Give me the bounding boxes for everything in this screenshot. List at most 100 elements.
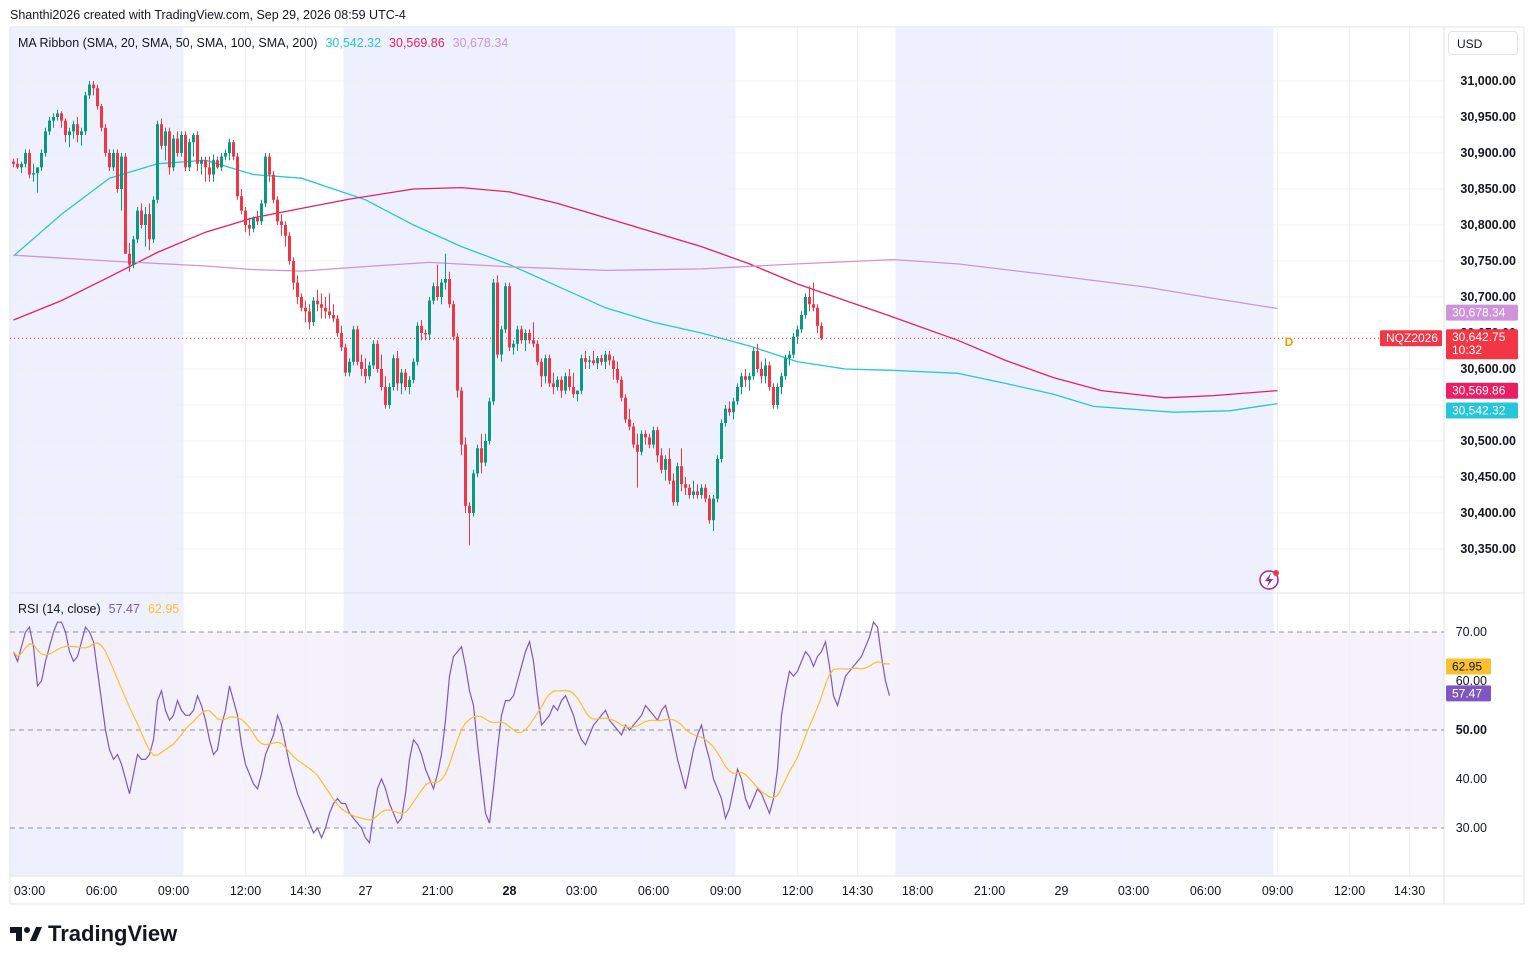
candle <box>408 376 411 395</box>
legend-value-sma200: 30,678.34 <box>453 36 509 50</box>
candle <box>208 156 211 182</box>
candle-body <box>432 286 435 301</box>
price-axis[interactable]: 31,000.00 30,950.00 30,900.00 30,850.00 30,8… <box>1460 74 1516 556</box>
candle <box>420 320 423 341</box>
candle <box>352 325 355 366</box>
candle-body <box>244 210 247 225</box>
candle-body <box>388 387 391 405</box>
candle <box>628 408 631 431</box>
svg-text:D: D <box>1285 335 1294 349</box>
candle <box>484 433 487 467</box>
candle-body <box>284 225 287 236</box>
candle <box>84 91 87 135</box>
time-tick-label: 03:00 <box>1118 884 1149 898</box>
candle-body <box>556 379 559 387</box>
time-tick-label: 03:00 <box>14 884 45 898</box>
candle-body <box>808 297 811 305</box>
lightning-icon[interactable] <box>1259 570 1279 590</box>
candle <box>428 297 431 341</box>
candle <box>144 207 147 247</box>
candle <box>604 351 607 369</box>
candle-body <box>728 408 731 413</box>
candle-body <box>152 199 155 240</box>
rsi-levels <box>10 631 1444 829</box>
candle-body <box>160 124 163 146</box>
rsi-ma-legend-value: 62.95 <box>148 602 179 616</box>
candle <box>508 282 511 351</box>
rsi-legend[interactable]: RSI (14, close) 57.47 62.95 <box>18 602 179 616</box>
candle-body <box>784 358 787 377</box>
candle-body <box>804 297 807 315</box>
candle <box>680 448 683 492</box>
ma-ribbon-legend[interactable]: MA Ribbon (SMA, 20, SMA, 50, SMA, 100, S… <box>18 36 508 50</box>
candle <box>696 484 699 499</box>
candle <box>500 325 503 362</box>
candle <box>564 372 567 395</box>
candle <box>288 232 291 265</box>
candle <box>252 216 255 233</box>
sma20-tag: 30,542.32 <box>1446 402 1518 419</box>
candle-body <box>472 473 475 513</box>
candle-body <box>344 347 347 373</box>
rsi-axis[interactable]: 70.00 60.00 50.00 40.00 30.00 <box>1456 625 1487 835</box>
candle <box>812 282 815 312</box>
time-tick-label: 06:00 <box>86 884 117 898</box>
candle <box>156 120 159 204</box>
candle <box>600 354 603 366</box>
candle-body <box>128 253 131 265</box>
candle-body <box>512 343 515 348</box>
legend-value-sma50: 30,569.86 <box>389 36 445 50</box>
candle-body <box>404 372 407 387</box>
candle-body <box>80 131 83 135</box>
candle-body <box>368 365 371 377</box>
candle-body <box>592 360 595 364</box>
candle-body <box>632 426 635 445</box>
candle-body <box>100 106 103 128</box>
candle <box>796 325 799 344</box>
candle-body <box>16 163 19 168</box>
candles <box>12 81 823 546</box>
candle <box>664 455 667 481</box>
candle <box>80 127 83 146</box>
candle-body <box>740 376 743 387</box>
candle <box>436 264 439 301</box>
candle <box>388 383 391 409</box>
candle-body <box>376 343 379 369</box>
candle <box>456 333 459 398</box>
candle-body <box>108 153 111 168</box>
candle <box>452 300 455 341</box>
time-tick-label: 06:00 <box>638 884 669 898</box>
candle <box>108 149 111 171</box>
candle <box>184 131 187 171</box>
candle-body <box>288 235 291 261</box>
candle-body <box>528 333 531 341</box>
sma50-tag: 30,569.86 <box>1446 382 1518 399</box>
candle-body <box>560 379 563 391</box>
price-tick-label: 31,000.00 <box>1460 74 1516 88</box>
candle <box>56 109 59 121</box>
time-tick-label: 29 <box>1055 884 1069 898</box>
candle <box>724 405 727 427</box>
time-tick-label: 09:00 <box>1262 884 1293 898</box>
rsi-tick-label: 30.00 <box>1456 821 1487 835</box>
candle-body <box>508 286 511 348</box>
currency-selector[interactable]: USD <box>1448 31 1518 55</box>
dividend-marker-icon[interactable]: D <box>1285 335 1294 349</box>
candle <box>632 423 635 449</box>
candle-body <box>628 419 631 427</box>
candle-body <box>28 153 31 175</box>
candle-body <box>156 124 159 200</box>
sma200-tag: 30,678.34 <box>1446 304 1518 321</box>
candle <box>764 358 767 384</box>
tradingview-logo-text: TradingView <box>48 921 178 946</box>
candle-body <box>252 217 255 229</box>
candle-body <box>324 307 327 312</box>
candle <box>668 448 671 485</box>
candle <box>528 329 531 344</box>
tradingview-logo-icon <box>10 927 42 941</box>
candle-body <box>372 343 375 366</box>
candle <box>808 286 811 312</box>
candle-body <box>716 459 719 499</box>
time-axis[interactable]: 03:00 06:00 09:00 12:00 14:30 27 21:00 28 03:00 0… <box>14 884 1425 898</box>
